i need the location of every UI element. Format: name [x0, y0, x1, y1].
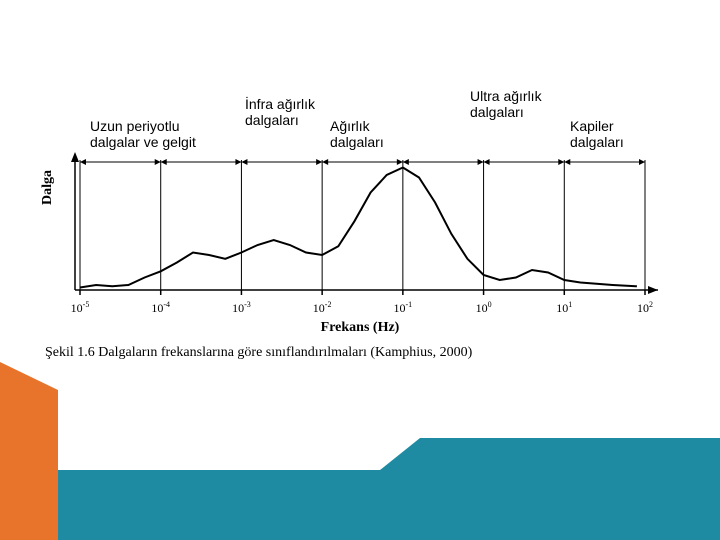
x-tick: 10-5 [71, 300, 90, 316]
slide: Uzun periyotludalgalar ve gelgit İnfra a… [0, 0, 720, 540]
label-infra: İnfra ağırlıkdalgaları [245, 96, 315, 128]
figure-caption: Şekil 1.6 Dalgaların frekanslarına göre … [45, 345, 472, 361]
footer-bar-teal [0, 470, 720, 540]
label-uzun: Uzun periyotludalgalar ve gelgit [90, 118, 196, 150]
x-tick: 101 [556, 300, 572, 316]
label-kapiler: Kapilerdalgaları [570, 118, 624, 150]
wave-spectrum-chart [50, 150, 660, 300]
label-ultra: Ultra ağırlıkdalgaları [470, 88, 542, 120]
x-tick: 10-1 [394, 300, 413, 316]
x-tick: 100 [476, 300, 492, 316]
x-axis-ticks: 10-5 10-4 10-3 10-2 10-1 100 101 102 [50, 300, 660, 320]
category-labels: Uzun periyotludalgalar ve gelgit İnfra a… [90, 88, 650, 148]
x-tick: 10-2 [313, 300, 332, 316]
x-tick: 10-3 [232, 300, 251, 316]
label-agirlik: Ağırlıkdalgaları [330, 118, 384, 150]
footer-bar-orange [0, 390, 58, 540]
x-tick: 10-4 [151, 300, 170, 316]
x-axis-label: Frekans (Hz) [0, 320, 720, 336]
x-tick: 102 [637, 300, 653, 316]
